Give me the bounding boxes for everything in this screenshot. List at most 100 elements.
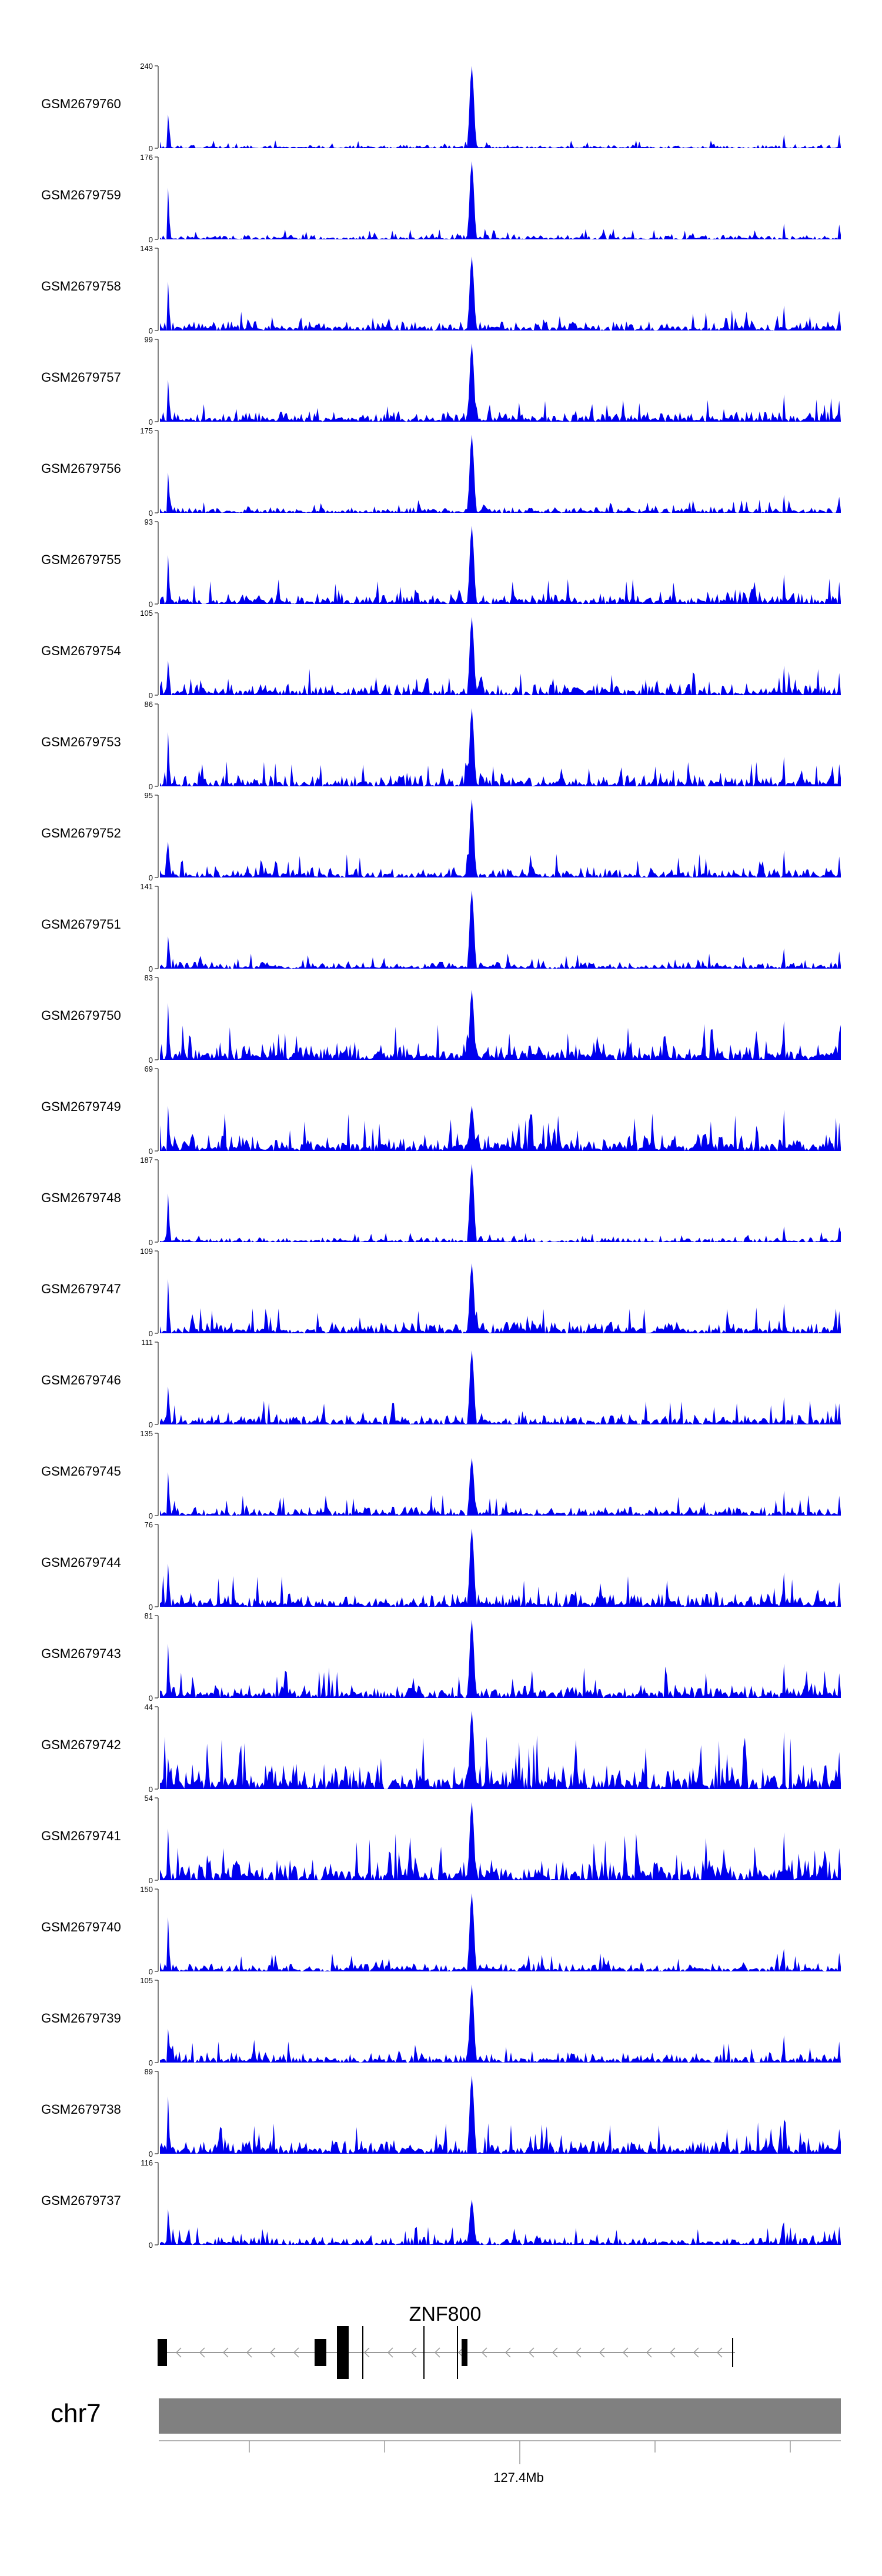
track-GSM2679758: GSM2679758 143 0 xyxy=(41,244,841,335)
track-GSM2679752: GSM2679752 95 0 xyxy=(41,791,841,882)
track-GSM2679748: GSM2679748 187 0 xyxy=(41,1156,841,1247)
y-min-label: 0 xyxy=(149,1785,153,1794)
y-max-label: 143 xyxy=(140,244,153,253)
y-max-label: 175 xyxy=(140,426,153,435)
strand-arrow xyxy=(434,2347,440,2358)
y-min-label: 0 xyxy=(149,418,153,426)
track-name-label: GSM2679744 xyxy=(41,1555,121,1570)
strand-arrow xyxy=(481,2347,487,2358)
y-max-label: 116 xyxy=(141,2158,153,2167)
strand-arrow xyxy=(222,2347,229,2358)
track-GSM2679740: GSM2679740 150 0 xyxy=(41,1885,841,1976)
track-name-label: GSM2679757 xyxy=(41,370,121,385)
y-min-label: 0 xyxy=(149,782,153,791)
track-name-label: GSM2679745 xyxy=(41,1464,121,1479)
track-GSM2679747: GSM2679747 109 0 xyxy=(41,1247,841,1338)
track-name-label: GSM2679742 xyxy=(41,1737,121,1752)
strand-arrow xyxy=(199,2347,205,2358)
coverage-area xyxy=(160,1893,841,1971)
y-min-label: 0 xyxy=(149,1420,153,1429)
y-max-label: 240 xyxy=(140,62,153,71)
strand-arrow xyxy=(599,2347,605,2358)
coverage-area xyxy=(160,1984,841,2063)
coverage-area xyxy=(160,435,841,513)
coverage-area xyxy=(160,1350,841,1424)
y-min-label: 0 xyxy=(149,1147,153,1156)
track-name-label: GSM2679756 xyxy=(41,461,121,476)
y-max-label: 135 xyxy=(140,1429,153,1438)
track-name-label: GSM2679758 xyxy=(41,279,121,293)
y-max-label: 109 xyxy=(140,1247,153,1256)
coverage-area xyxy=(160,617,841,695)
y-min-label: 0 xyxy=(149,2150,153,2158)
y-min-label: 0 xyxy=(149,691,153,700)
track-GSM2679753: GSM2679753 86 0 xyxy=(41,700,841,791)
coverage-area xyxy=(160,161,841,239)
track-GSM2679760: GSM2679760 240 0 xyxy=(41,62,841,153)
track-name-label: GSM2679748 xyxy=(41,1190,121,1205)
strand-arrow xyxy=(293,2347,299,2358)
coverage-area xyxy=(160,1620,841,1698)
gene-marker xyxy=(732,2338,733,2367)
y-min-label: 0 xyxy=(149,326,153,335)
y-max-label: 105 xyxy=(140,609,153,618)
y-max-label: 111 xyxy=(141,1338,153,1347)
strand-arrow xyxy=(646,2347,652,2358)
y-min-label: 0 xyxy=(149,600,153,609)
y-max-label: 176 xyxy=(140,153,153,162)
coverage-area xyxy=(160,1802,841,1880)
track-name-label: GSM2679747 xyxy=(41,1282,121,1296)
y-max-label: 81 xyxy=(145,1611,153,1620)
chromosome-ideogram: chr7 127.4Mb xyxy=(51,2398,841,2485)
gene-exon xyxy=(462,2339,467,2366)
y-max-label: 69 xyxy=(145,1065,153,1073)
coverage-area xyxy=(160,526,841,604)
y-min-label: 0 xyxy=(149,509,153,518)
coverage-area xyxy=(160,2076,841,2154)
track-name-label: GSM2679753 xyxy=(41,735,121,749)
strand-arrow xyxy=(528,2347,534,2358)
track-name-label: GSM2679751 xyxy=(41,917,121,932)
y-max-label: 99 xyxy=(145,335,153,344)
track-GSM2679738: GSM2679738 89 0 xyxy=(41,2067,841,2158)
y-max-label: 54 xyxy=(145,1794,153,1803)
y-max-label: 93 xyxy=(145,518,153,526)
strand-arrow xyxy=(269,2347,276,2358)
track-GSM2679754: GSM2679754 105 0 xyxy=(41,609,841,700)
strand-arrow xyxy=(175,2347,182,2358)
track-GSM2679741: GSM2679741 54 0 xyxy=(41,1794,841,1885)
track-GSM2679742: GSM2679742 44 0 xyxy=(41,1703,841,1794)
y-min-label: 0 xyxy=(149,1329,153,1338)
strand-arrow xyxy=(622,2347,629,2358)
coverage-area xyxy=(160,799,841,877)
y-max-label: 150 xyxy=(140,1885,153,1894)
strand-arrow xyxy=(552,2347,558,2358)
track-GSM2679755: GSM2679755 93 0 xyxy=(41,518,841,609)
track-GSM2679744: GSM2679744 76 0 xyxy=(41,1520,841,1611)
y-min-label: 0 xyxy=(149,1511,153,1520)
gene-exon xyxy=(337,2326,349,2379)
strand-arrows xyxy=(175,2347,723,2358)
track-GSM2679757: GSM2679757 99 0 xyxy=(41,335,841,426)
track-GSM2679743: GSM2679743 81 0 xyxy=(41,1611,841,1703)
y-min-label: 0 xyxy=(149,1056,153,1065)
coverage-tracks: GSM26797602400GSM26797591760GSM267975814… xyxy=(41,62,841,2250)
track-GSM2679737: GSM2679737 116 0 xyxy=(41,2158,841,2250)
gene-exon xyxy=(158,2339,167,2366)
gene-marker xyxy=(423,2326,425,2379)
strand-arrow xyxy=(246,2347,252,2358)
coverage-area xyxy=(160,990,841,1060)
coverage-area xyxy=(160,343,841,422)
y-max-label: 95 xyxy=(145,791,153,800)
y-max-label: 83 xyxy=(145,973,153,982)
coverage-area xyxy=(160,1458,841,1516)
coverage-area xyxy=(160,1106,841,1151)
y-max-label: 44 xyxy=(145,1703,153,1711)
y-min-label: 0 xyxy=(149,144,153,153)
track-GSM2679749: GSM2679749 69 0 xyxy=(41,1065,841,1156)
track-name-label: GSM2679740 xyxy=(41,1920,121,1934)
track-name-label: GSM2679741 xyxy=(41,1828,121,1843)
track-name-label: GSM2679760 xyxy=(41,96,121,111)
y-min-label: 0 xyxy=(149,965,153,973)
